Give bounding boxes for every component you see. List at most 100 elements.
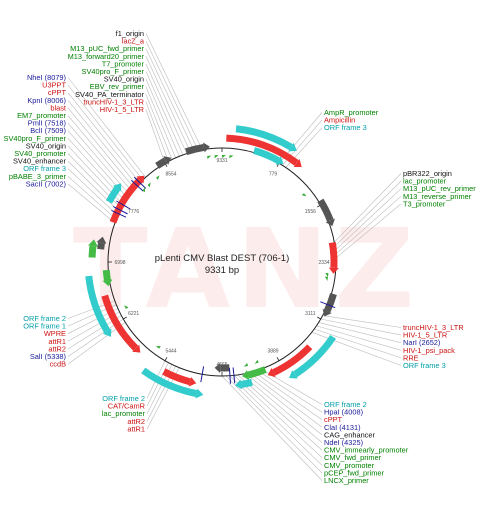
feature-arrow-tip [325,218,335,227]
feature-arc [252,147,280,164]
primer-arrow [124,305,129,309]
label-sv40-origin: SV40_origin [104,75,144,84]
feature-arcs [85,125,339,399]
leader-line [253,371,323,420]
tick-mark [317,316,321,320]
label-m13-reverse-primer: M13_reverse_primer [403,192,472,201]
feature-arrow-tip [102,279,113,287]
primer-arrows [124,155,329,367]
tick-label: 6221 [128,311,139,317]
label-wpre: WPRE [44,329,66,338]
leader-line [145,40,199,151]
tick-label: 6998 [114,260,125,266]
label-cmv-promoter: CMV_promoter [324,461,375,470]
feature-arrow-tip [288,142,297,152]
primer-arrow [325,272,329,278]
feature-labels: f1_originlacZ_aM13_pUC_fwd_primerM13_for… [4,29,477,485]
leader-line [145,63,188,154]
leader-line [67,183,116,224]
label-nari-2652: NarI (2652) [403,338,440,347]
leader-line [67,115,133,193]
restriction-site-mark [131,179,144,192]
label-pbabe-3-primer: pBABE_3_primer [9,172,67,181]
feature-arc [317,198,334,222]
label-pcep-fwd-primer: pCEP_fwd_primer [324,468,385,477]
feature-arrow-tip [203,142,210,153]
label-attr1: attR1 [127,424,145,433]
feature-arrow-tip [322,308,332,317]
label-trunchiv-1-3-ltr: truncHIV-1_3_LTR [403,323,464,332]
leader-line [257,370,323,413]
label-attr2: attR2 [48,344,66,353]
primer-arrow [301,193,307,197]
label-lac-promoter: lac_promoter [403,177,447,186]
feature-arrow-tip [275,156,284,165]
plasmid-length: 9331 bp [205,265,239,276]
leader-line [237,374,323,451]
label-sacii-7002: SacII (7002) [26,179,66,188]
label-ccdb: ccdB [50,360,67,369]
feature-arrow-tip [102,328,112,337]
label-clai-4131: ClaI (4131) [324,423,361,432]
label-u3ppt: U3PPT [42,81,66,90]
restriction-site-mark [228,367,232,384]
label-trunchiv-1-3-ltr: truncHIV-1_3_LTR [83,97,144,106]
label-nhei-8079: NheI (8079) [27,73,66,82]
label-sv40pro-f-primer: SV40pro_F_primer [82,67,145,76]
leader-line [245,373,323,436]
feature-arrow-tip [113,183,122,192]
restriction-site-mark [320,301,336,309]
label-sali-5338: SalI (5338) [30,352,66,361]
feature-arc [328,241,338,269]
leader-line [334,173,402,243]
tick-label: 9331 [216,158,227,164]
primer-arrow [156,175,160,181]
feature-arc [101,294,139,351]
label-ampicillin: Ampicillin [324,116,355,125]
feature-arrow-tip [328,267,339,274]
label-hiv-1-5-ltr: HIV-1_5_LTR [403,331,447,340]
tick-label: 3111 [305,311,316,317]
primer-arrow [214,155,219,159]
leader-line [67,122,130,196]
leader-line [145,71,184,155]
feature-arc [185,143,205,156]
leader-line [145,101,169,162]
tick-mark [164,357,168,361]
feature-arrow-tip [242,370,250,380]
feature-arrow-tip [195,388,204,399]
label-orf-frame-1: ORF frame 1 [23,322,66,331]
leader-line [67,168,119,216]
leader-line [67,77,146,178]
label-hpai-4008: HpaI (4008) [324,408,363,417]
label-rre: RRE [403,353,419,362]
feature-arrow-tip [163,156,172,165]
feature-arrow-tip [136,175,145,184]
feature-arc [102,269,111,281]
label-orf-frame-2: ORF frame 2 [324,400,367,409]
leader-line [316,325,402,351]
feature-arc [226,134,299,166]
tick-mark [123,316,127,320]
feature-arc [155,157,168,169]
label-sv40pro-f-primer: SV40pro_F_primer [4,134,67,143]
leader-line [233,375,323,458]
restriction-site-mark [232,367,236,384]
leader-line [318,322,402,343]
watermark: TANZ [72,205,421,333]
leader-line [229,375,323,466]
leader-line [335,196,402,255]
label-blast: blast [50,103,66,112]
feature-arc [162,368,191,386]
feature-arrow-tip [96,236,107,244]
label-orf-frame-3: ORF frame 3 [403,361,446,370]
leader-line [225,375,323,474]
feature-arrow-tip [234,379,243,390]
primer-arrow [142,187,146,193]
label-f1-origin: f1_origin [116,29,144,38]
label-cmv-fwd-primer: CMV_fwd_primer [324,453,382,462]
primer-arrow [229,155,234,159]
label-kpni-8006: KpnI (8006) [27,96,66,105]
leader-line [320,318,402,336]
